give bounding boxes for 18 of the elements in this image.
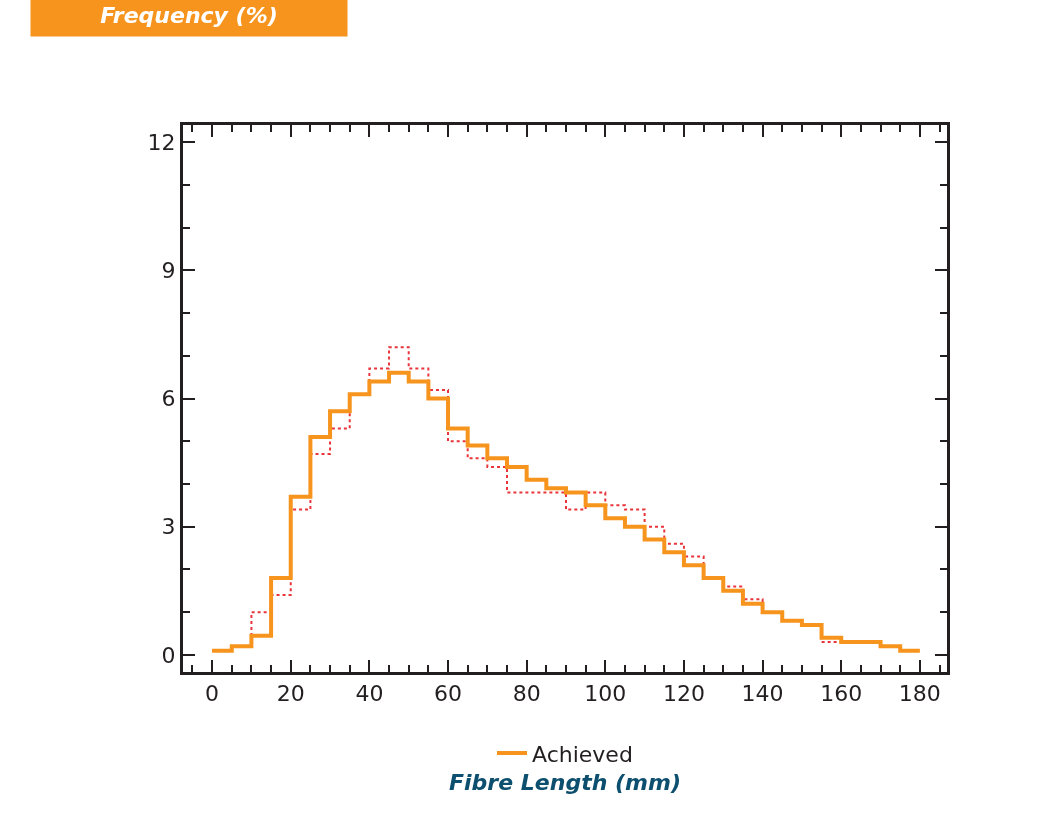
legend-label: Achieved (532, 741, 633, 767)
x-tick-label: 80 (512, 681, 541, 707)
x-tick-label: 120 (662, 681, 705, 707)
x-tick-label: 0 (205, 681, 220, 707)
x-tick-label: 160 (820, 681, 863, 707)
x-tick-label: 100 (584, 681, 627, 707)
y-tick-label: 12 (147, 129, 176, 155)
x-tick-label: 60 (434, 681, 463, 707)
y-tick-label: 3 (161, 514, 176, 540)
y-tick-label: 9 (161, 258, 176, 283)
x-tick-label: 40 (355, 681, 384, 707)
y-tick-label: 0 (161, 642, 176, 668)
x-tick-label: 140 (741, 681, 784, 707)
y-axis-title: Frequency (%) (100, 3, 278, 28)
y-tick-label: 6 (161, 386, 176, 412)
x-tick-label: 20 (276, 681, 305, 707)
x-axis-title: Fibre Length (mm) (449, 770, 681, 796)
x-tick-label: 180 (898, 681, 941, 707)
